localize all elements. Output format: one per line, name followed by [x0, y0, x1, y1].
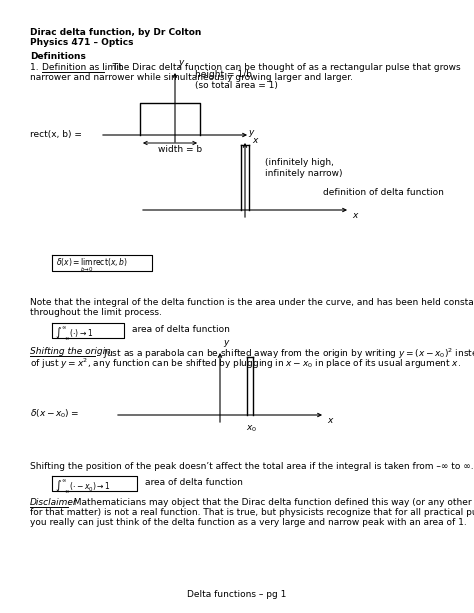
Text: definition of delta function: definition of delta function [323, 188, 444, 197]
Text: Physics 471 – Optics: Physics 471 – Optics [30, 38, 134, 47]
Text: $\int_{-\infty}^{\infty}(\cdot)\rightarrow 1$: $\int_{-\infty}^{\infty}(\cdot)\rightarr… [55, 325, 93, 342]
Text: Shifting the origin: Shifting the origin [30, 347, 111, 356]
Text: x: x [252, 136, 257, 145]
Text: Note that the integral of the delta function is the area under the curve, and ha: Note that the integral of the delta func… [30, 298, 474, 307]
Text: : Mathematicians may object that the Dirac delta function defined this way (or a: : Mathematicians may object that the Dir… [68, 498, 474, 507]
Text: throughout the limit process.: throughout the limit process. [30, 308, 162, 317]
Text: width = b: width = b [158, 145, 202, 154]
Text: Delta functions – pg 1: Delta functions – pg 1 [187, 590, 287, 599]
Text: $\delta(x)=\lim_{b\to 0}\mathrm{rect}(x,b)$: $\delta(x)=\lim_{b\to 0}\mathrm{rect}(x,… [56, 257, 128, 275]
Text: height = 1/b: height = 1/b [195, 70, 252, 79]
Text: $\int_{-\infty}^{\infty}(\cdot-x_0)\rightarrow 1$: $\int_{-\infty}^{\infty}(\cdot-x_0)\righ… [55, 478, 111, 495]
Text: (so total area = 1): (so total area = 1) [195, 81, 278, 90]
Text: y: y [223, 338, 228, 347]
Text: Disclaimer: Disclaimer [30, 498, 78, 507]
Text: Dirac delta function, by Dr Colton: Dirac delta function, by Dr Colton [30, 28, 201, 37]
Text: for that matter) is not a real function. That is true, but physicists recognize : for that matter) is not a real function.… [30, 508, 474, 517]
Text: .  Just as a parabola can be shifted away from the origin by writing $y=(x-x_0)^: . Just as a parabola can be shifted away… [95, 347, 474, 362]
Text: y: y [178, 58, 183, 67]
Text: of just $y=x^2$, any function can be shifted by plugging in $x-x_0$ in place of : of just $y=x^2$, any function can be shi… [30, 357, 461, 371]
Text: Definition as limit: Definition as limit [42, 63, 122, 72]
Text: you really can just think of the delta function as a very large and narrow peak : you really can just think of the delta f… [30, 518, 467, 527]
Text: $\delta(x-x_0)=$: $\delta(x-x_0)=$ [30, 407, 79, 419]
Text: y: y [248, 128, 254, 137]
Text: x: x [352, 211, 357, 220]
Text: rect(x, b) =: rect(x, b) = [30, 130, 82, 139]
Text: infinitely narrow): infinitely narrow) [265, 169, 343, 178]
Text: .  The Dirac delta function can be thought of as a rectangular pulse that grows: . The Dirac delta function can be though… [104, 63, 461, 72]
Text: $x_0$: $x_0$ [246, 423, 257, 433]
Text: Shifting the position of the peak doesn’t affect the total area if the integral : Shifting the position of the peak doesn’… [30, 462, 474, 471]
Text: Definitions: Definitions [30, 52, 86, 61]
Text: (infinitely high,: (infinitely high, [265, 158, 334, 167]
Text: narrower and narrower while simultaneously growing larger and larger.: narrower and narrower while simultaneous… [30, 73, 353, 82]
Text: 1.: 1. [30, 63, 42, 72]
Text: area of delta function: area of delta function [145, 478, 243, 487]
Text: x: x [327, 416, 332, 425]
Text: area of delta function: area of delta function [132, 325, 230, 334]
